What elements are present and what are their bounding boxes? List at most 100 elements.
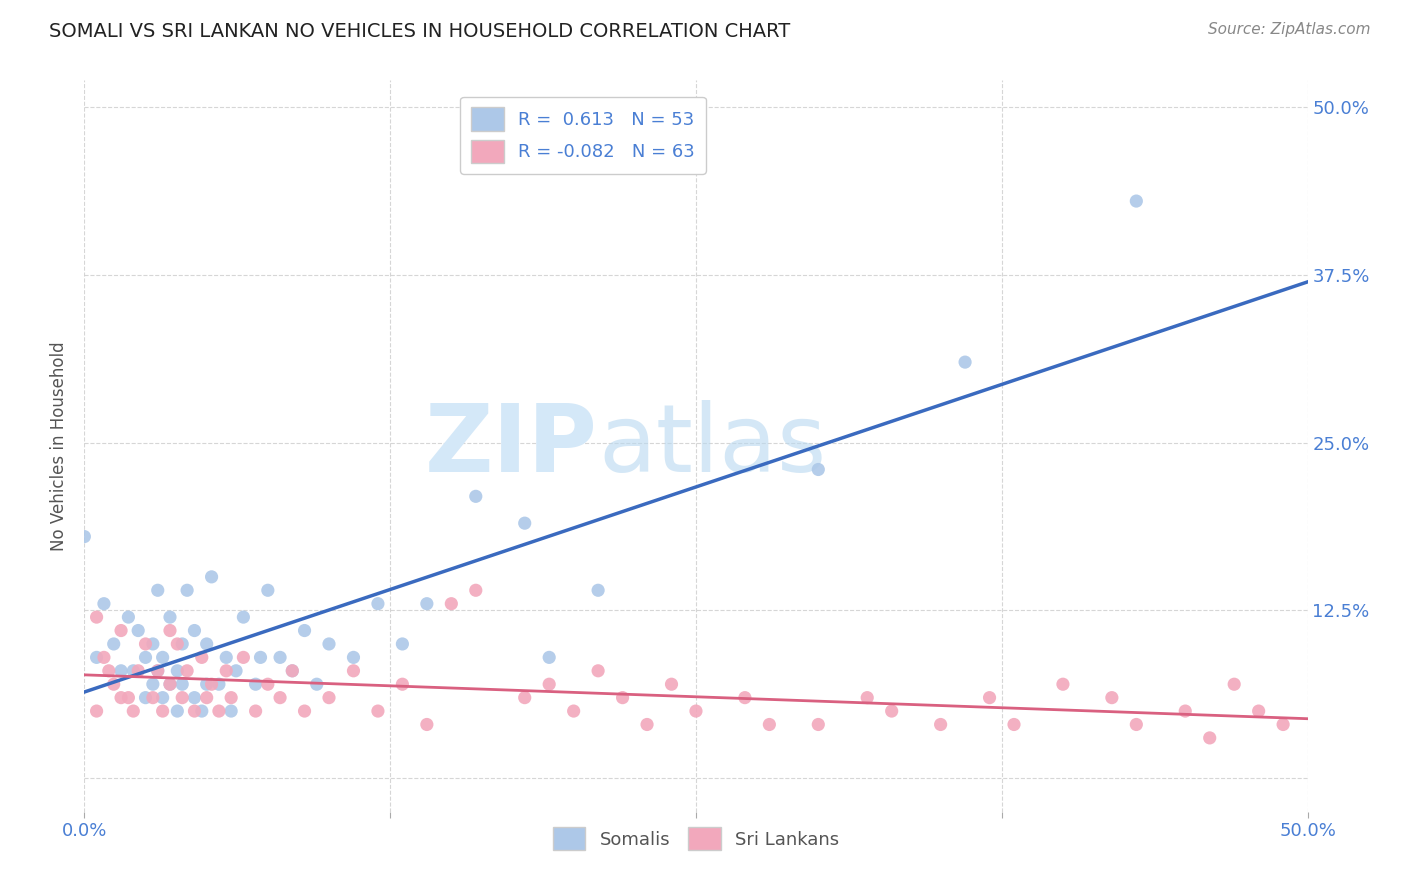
Point <box>1247 704 1270 718</box>
Point <box>219 704 242 718</box>
Point <box>176 583 198 598</box>
Point <box>257 677 280 691</box>
Point <box>159 610 181 624</box>
Point <box>208 677 231 691</box>
Point <box>86 610 108 624</box>
Point <box>183 624 205 638</box>
Point <box>1125 717 1147 731</box>
Point <box>200 677 222 691</box>
Point <box>1174 704 1197 718</box>
Point <box>200 570 222 584</box>
Point <box>464 489 486 503</box>
Point <box>1125 194 1147 208</box>
Point <box>215 664 238 678</box>
Point <box>807 717 830 731</box>
Point <box>73 530 96 544</box>
Point <box>342 650 364 665</box>
Point <box>416 717 439 731</box>
Point <box>110 624 132 638</box>
Point <box>245 677 267 691</box>
Point <box>734 690 756 705</box>
Point <box>440 597 463 611</box>
Point <box>929 717 952 731</box>
Point <box>1272 717 1295 731</box>
Point <box>127 664 149 678</box>
Point <box>636 717 658 731</box>
Point <box>1052 677 1074 691</box>
Point <box>122 704 145 718</box>
Point <box>135 650 157 665</box>
Point <box>191 704 214 718</box>
Point <box>979 690 1001 705</box>
Point <box>953 355 976 369</box>
Point <box>86 704 108 718</box>
Point <box>215 650 238 665</box>
Point <box>513 690 536 705</box>
Point <box>249 650 271 665</box>
Point <box>685 704 707 718</box>
Point <box>172 637 194 651</box>
Point <box>562 704 585 718</box>
Point <box>612 690 634 705</box>
Point <box>183 704 205 718</box>
Point <box>172 690 194 705</box>
Text: Source: ZipAtlas.com: Source: ZipAtlas.com <box>1208 22 1371 37</box>
Point <box>183 690 205 705</box>
Point <box>586 664 609 678</box>
Point <box>191 650 214 665</box>
Text: ZIP: ZIP <box>425 400 598 492</box>
Point <box>856 690 879 705</box>
Point <box>166 664 188 678</box>
Point <box>122 664 145 678</box>
Point <box>195 677 218 691</box>
Legend: Somalis, Sri Lankans: Somalis, Sri Lankans <box>546 820 846 857</box>
Point <box>880 704 903 718</box>
Point <box>117 690 139 705</box>
Point <box>391 637 413 651</box>
Point <box>146 664 169 678</box>
Point <box>152 704 174 718</box>
Point <box>208 704 231 718</box>
Point <box>758 717 780 731</box>
Point <box>464 583 486 598</box>
Point <box>318 637 340 651</box>
Point <box>318 690 340 705</box>
Point <box>103 637 125 651</box>
Point <box>146 583 169 598</box>
Point <box>166 637 188 651</box>
Point <box>807 462 830 476</box>
Point <box>152 650 174 665</box>
Point <box>281 664 304 678</box>
Point <box>97 664 120 678</box>
Point <box>1198 731 1220 745</box>
Point <box>305 677 328 691</box>
Point <box>281 664 304 678</box>
Point <box>93 650 115 665</box>
Point <box>232 610 254 624</box>
Point <box>195 690 218 705</box>
Point <box>172 677 194 691</box>
Point <box>142 690 165 705</box>
Point <box>367 704 389 718</box>
Point <box>257 583 280 598</box>
Point <box>142 637 165 651</box>
Point <box>127 624 149 638</box>
Y-axis label: No Vehicles in Household: No Vehicles in Household <box>51 341 69 551</box>
Point <box>513 516 536 531</box>
Point <box>159 677 181 691</box>
Point <box>586 583 609 598</box>
Text: atlas: atlas <box>598 400 827 492</box>
Point <box>195 637 218 651</box>
Point <box>110 664 132 678</box>
Point <box>117 610 139 624</box>
Point <box>367 597 389 611</box>
Point <box>225 664 247 678</box>
Point <box>86 650 108 665</box>
Point <box>1101 690 1123 705</box>
Point <box>538 650 561 665</box>
Point <box>391 677 413 691</box>
Point <box>1223 677 1246 691</box>
Point <box>110 690 132 705</box>
Point <box>1002 717 1025 731</box>
Point <box>176 664 198 678</box>
